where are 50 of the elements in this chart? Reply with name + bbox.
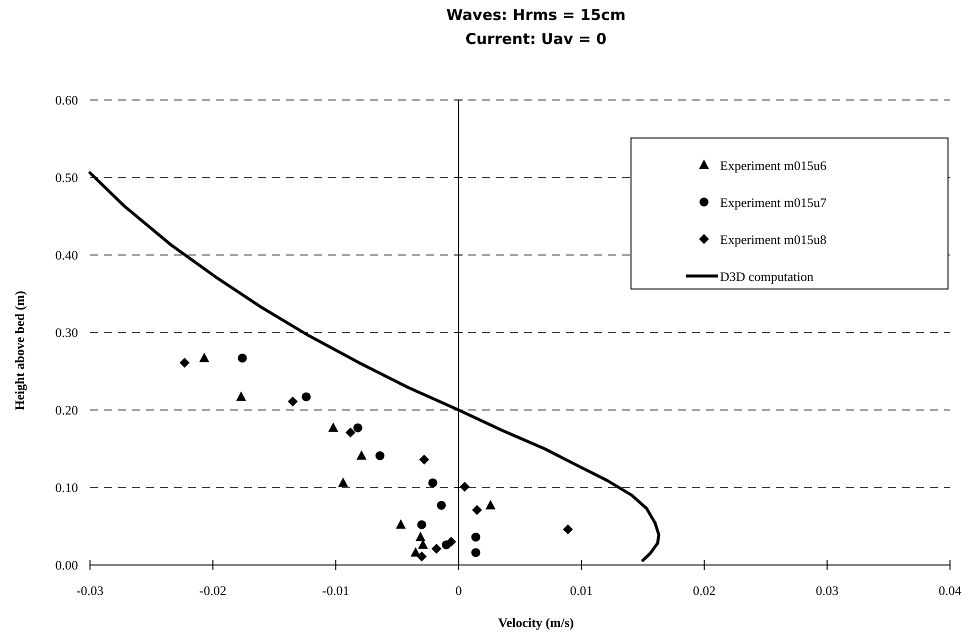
point bbox=[471, 548, 480, 558]
point bbox=[417, 520, 426, 530]
chart-title: Waves: Hrms = 15cm bbox=[446, 6, 626, 24]
y-tick-label: 0.60 bbox=[55, 92, 78, 108]
legend-label: Experiment m015u7 bbox=[720, 195, 828, 210]
point bbox=[180, 358, 190, 368]
y-tick-label: 0.20 bbox=[55, 402, 78, 418]
x-tick-label: -0.03 bbox=[76, 583, 104, 598]
point bbox=[436, 500, 446, 510]
point bbox=[460, 482, 470, 492]
legend-label: Experiment m015u8 bbox=[720, 232, 827, 247]
y-tick-label: 0.10 bbox=[55, 480, 78, 495]
point bbox=[416, 551, 427, 562]
point bbox=[199, 352, 210, 362]
legend-label: Experiment m015u6 bbox=[720, 158, 828, 173]
point bbox=[472, 504, 482, 515]
point bbox=[446, 536, 456, 547]
x-tick-label: -0.02 bbox=[199, 583, 226, 598]
point bbox=[236, 391, 246, 401]
point bbox=[328, 422, 338, 432]
x-tick-label: 0 bbox=[455, 583, 462, 598]
point bbox=[415, 532, 426, 542]
point bbox=[396, 519, 406, 529]
point bbox=[288, 396, 298, 406]
point bbox=[375, 451, 384, 460]
point bbox=[338, 477, 348, 487]
point bbox=[302, 392, 311, 402]
point bbox=[356, 450, 367, 460]
point bbox=[238, 354, 247, 363]
point bbox=[471, 532, 480, 542]
point bbox=[486, 500, 496, 510]
x-tick-label: -0.01 bbox=[322, 583, 350, 598]
x-tick-label: 0.01 bbox=[570, 583, 593, 598]
chart-subtitle: Current: Uav = 0 bbox=[465, 30, 607, 48]
x-tick-label: 0.04 bbox=[938, 583, 962, 598]
y-tick-label: 0.40 bbox=[55, 248, 78, 262]
x-tick-label: 0.03 bbox=[816, 583, 839, 598]
point bbox=[353, 423, 362, 432]
point bbox=[428, 478, 438, 488]
point bbox=[345, 427, 356, 438]
y-tick-label: 0.00 bbox=[55, 558, 78, 572]
point bbox=[419, 454, 430, 465]
point bbox=[431, 544, 442, 554]
y-tick-label: 0.30 bbox=[55, 325, 78, 340]
point bbox=[562, 524, 573, 534]
y-tick-label: 0.50 bbox=[55, 170, 78, 185]
x-axis-title: Velocity (m/s) bbox=[498, 615, 574, 630]
y-axis-title: Height above bed (m) bbox=[12, 290, 27, 410]
x-tick-label: 0.02 bbox=[692, 583, 716, 598]
legend-label: D3D computation bbox=[720, 269, 814, 284]
